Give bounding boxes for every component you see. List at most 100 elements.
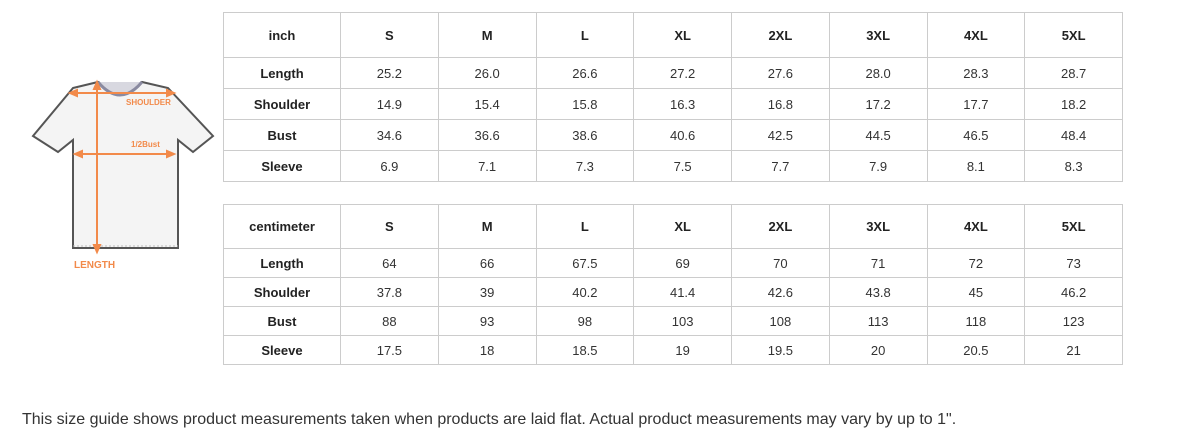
measurement-value: 17.2: [828, 88, 928, 120]
measurement-value: 28.3: [926, 57, 1026, 89]
measurement-value: 70: [731, 248, 830, 278]
size-header: 3XL: [828, 12, 928, 58]
unit-header: centimeter: [223, 204, 341, 249]
measurement-value: 103: [633, 306, 732, 336]
tshirt-diagram: SHOULDER 1/2Bust LENGTH: [31, 79, 215, 271]
length-label: LENGTH: [74, 260, 115, 271]
table-row: Length 25.2 26.0 26.6 27.2 27.6 28.0 28.3 28.7: [223, 57, 1123, 89]
measurement-value: 113: [828, 306, 928, 336]
size-header: 2XL: [731, 204, 830, 249]
measurement-label: Bust: [223, 119, 341, 151]
measurement-value: 71: [828, 248, 928, 278]
table-row: Sleeve 6.9 7.1 7.3 7.5 7.7 7.9 8.1 8.3: [223, 150, 1123, 182]
measurement-value: 93: [437, 306, 537, 336]
table-row: Shoulder 37.8 39 40.2 41.4 42.6 43.8 45 46.2: [223, 277, 1123, 307]
size-header: 5XL: [1024, 12, 1123, 58]
measurement-label: Length: [223, 57, 341, 89]
measurement-label: Shoulder: [223, 88, 341, 120]
centimeter-size-table: centimeter S M L XL 2XL 3XL 4XL 5XL Length 64 66 67.…: [223, 204, 1123, 365]
measurement-value: 48.4: [1024, 119, 1123, 151]
measurement-value: 25.2: [340, 57, 439, 89]
size-header: M: [437, 204, 537, 249]
measurement-value: 43.8: [828, 277, 928, 307]
measurement-value: 8.1: [926, 150, 1026, 182]
measurement-value: 17.7: [926, 88, 1026, 120]
size-header: XL: [633, 12, 732, 58]
measurement-value: 26.0: [437, 57, 537, 89]
measurement-value: 19: [633, 335, 732, 365]
bust-label: 1/2Bust: [131, 140, 160, 149]
table-row: Sleeve 17.5 18 18.5 19 19.5 20 20.5 21: [223, 335, 1123, 365]
measurement-value: 37.8: [340, 277, 439, 307]
measurement-value: 69: [633, 248, 732, 278]
size-header: 4XL: [926, 12, 1026, 58]
measurement-value: 20.5: [926, 335, 1026, 365]
measurement-value: 118: [926, 306, 1026, 336]
shoulder-label: SHOULDER: [126, 98, 171, 107]
measurement-value: 66: [437, 248, 537, 278]
measurement-value: 8.3: [1024, 150, 1123, 182]
measurement-value: 44.5: [828, 119, 928, 151]
measurement-value: 64: [340, 248, 439, 278]
measurement-value: 19.5: [731, 335, 830, 365]
measurement-value: 45: [926, 277, 1026, 307]
measurement-label: Sleeve: [223, 335, 341, 365]
measurement-value: 20: [828, 335, 928, 365]
measurement-value: 7.3: [535, 150, 635, 182]
measurement-value: 73: [1024, 248, 1123, 278]
measurement-label: Sleeve: [223, 150, 341, 182]
measurement-value: 46.5: [926, 119, 1026, 151]
size-guide-note: This size guide shows product measuremen…: [22, 411, 957, 428]
measurement-value: 7.9: [828, 150, 928, 182]
measurement-value: 98: [535, 306, 635, 336]
measurement-value: 34.6: [340, 119, 439, 151]
measurement-value: 36.6: [437, 119, 537, 151]
measurement-value: 67.5: [535, 248, 635, 278]
measurement-value: 42.5: [731, 119, 830, 151]
measurement-value: 88: [340, 306, 439, 336]
measurement-value: 15.4: [437, 88, 537, 120]
measurement-value: 7.1: [437, 150, 537, 182]
measurement-value: 27.2: [633, 57, 732, 89]
measurement-value: 39: [437, 277, 537, 307]
measurement-value: 28.7: [1024, 57, 1123, 89]
measurement-value: 72: [926, 248, 1026, 278]
measurement-value: 15.8: [535, 88, 635, 120]
measurement-value: 40.6: [633, 119, 732, 151]
table-row: Length 64 66 67.5 69 70 71 72 73: [223, 248, 1123, 278]
measurement-value: 6.9: [340, 150, 439, 182]
size-header: 2XL: [731, 12, 830, 58]
measurement-value: 42.6: [731, 277, 830, 307]
size-header: S: [340, 204, 439, 249]
measurement-label: Bust: [223, 306, 341, 336]
measurement-label: Shoulder: [223, 277, 341, 307]
measurement-value: 18.5: [535, 335, 635, 365]
measurement-value: 38.6: [535, 119, 635, 151]
header-row: centimeter S M L XL 2XL 3XL 4XL 5XL: [223, 204, 1123, 249]
measurement-value: 14.9: [340, 88, 439, 120]
measurement-value: 7.5: [633, 150, 732, 182]
size-header: M: [437, 12, 537, 58]
measurement-value: 28.0: [828, 57, 928, 89]
inch-size-table: inch S M L XL 2XL 3XL 4XL 5XL Length 25.2 26.0 26.6 2…: [223, 12, 1123, 182]
table-row: Shoulder 14.9 15.4 15.8 16.3 16.8 17.2 17.7 18.2: [223, 88, 1123, 120]
measurement-value: 27.6: [731, 57, 830, 89]
size-header: 3XL: [828, 204, 928, 249]
measurement-value: 40.2: [535, 277, 635, 307]
measurement-value: 41.4: [633, 277, 732, 307]
measurement-value: 7.7: [731, 150, 830, 182]
header-row: inch S M L XL 2XL 3XL 4XL 5XL: [223, 12, 1123, 58]
measurement-value: 21: [1024, 335, 1123, 365]
size-header: 4XL: [926, 204, 1026, 249]
measurement-value: 108: [731, 306, 830, 336]
measurement-label: Length: [223, 248, 341, 278]
table-row: Bust 88 93 98 103 108 113 118 123: [223, 306, 1123, 336]
measurement-value: 46.2: [1024, 277, 1123, 307]
size-header: S: [340, 12, 439, 58]
size-header: L: [535, 12, 635, 58]
table-row: Bust 34.6 36.6 38.6 40.6 42.5 44.5 46.5 48.4: [223, 119, 1123, 151]
size-header: 5XL: [1024, 204, 1123, 249]
measurement-value: 16.8: [731, 88, 830, 120]
size-header: L: [535, 204, 635, 249]
unit-header: inch: [223, 12, 341, 58]
